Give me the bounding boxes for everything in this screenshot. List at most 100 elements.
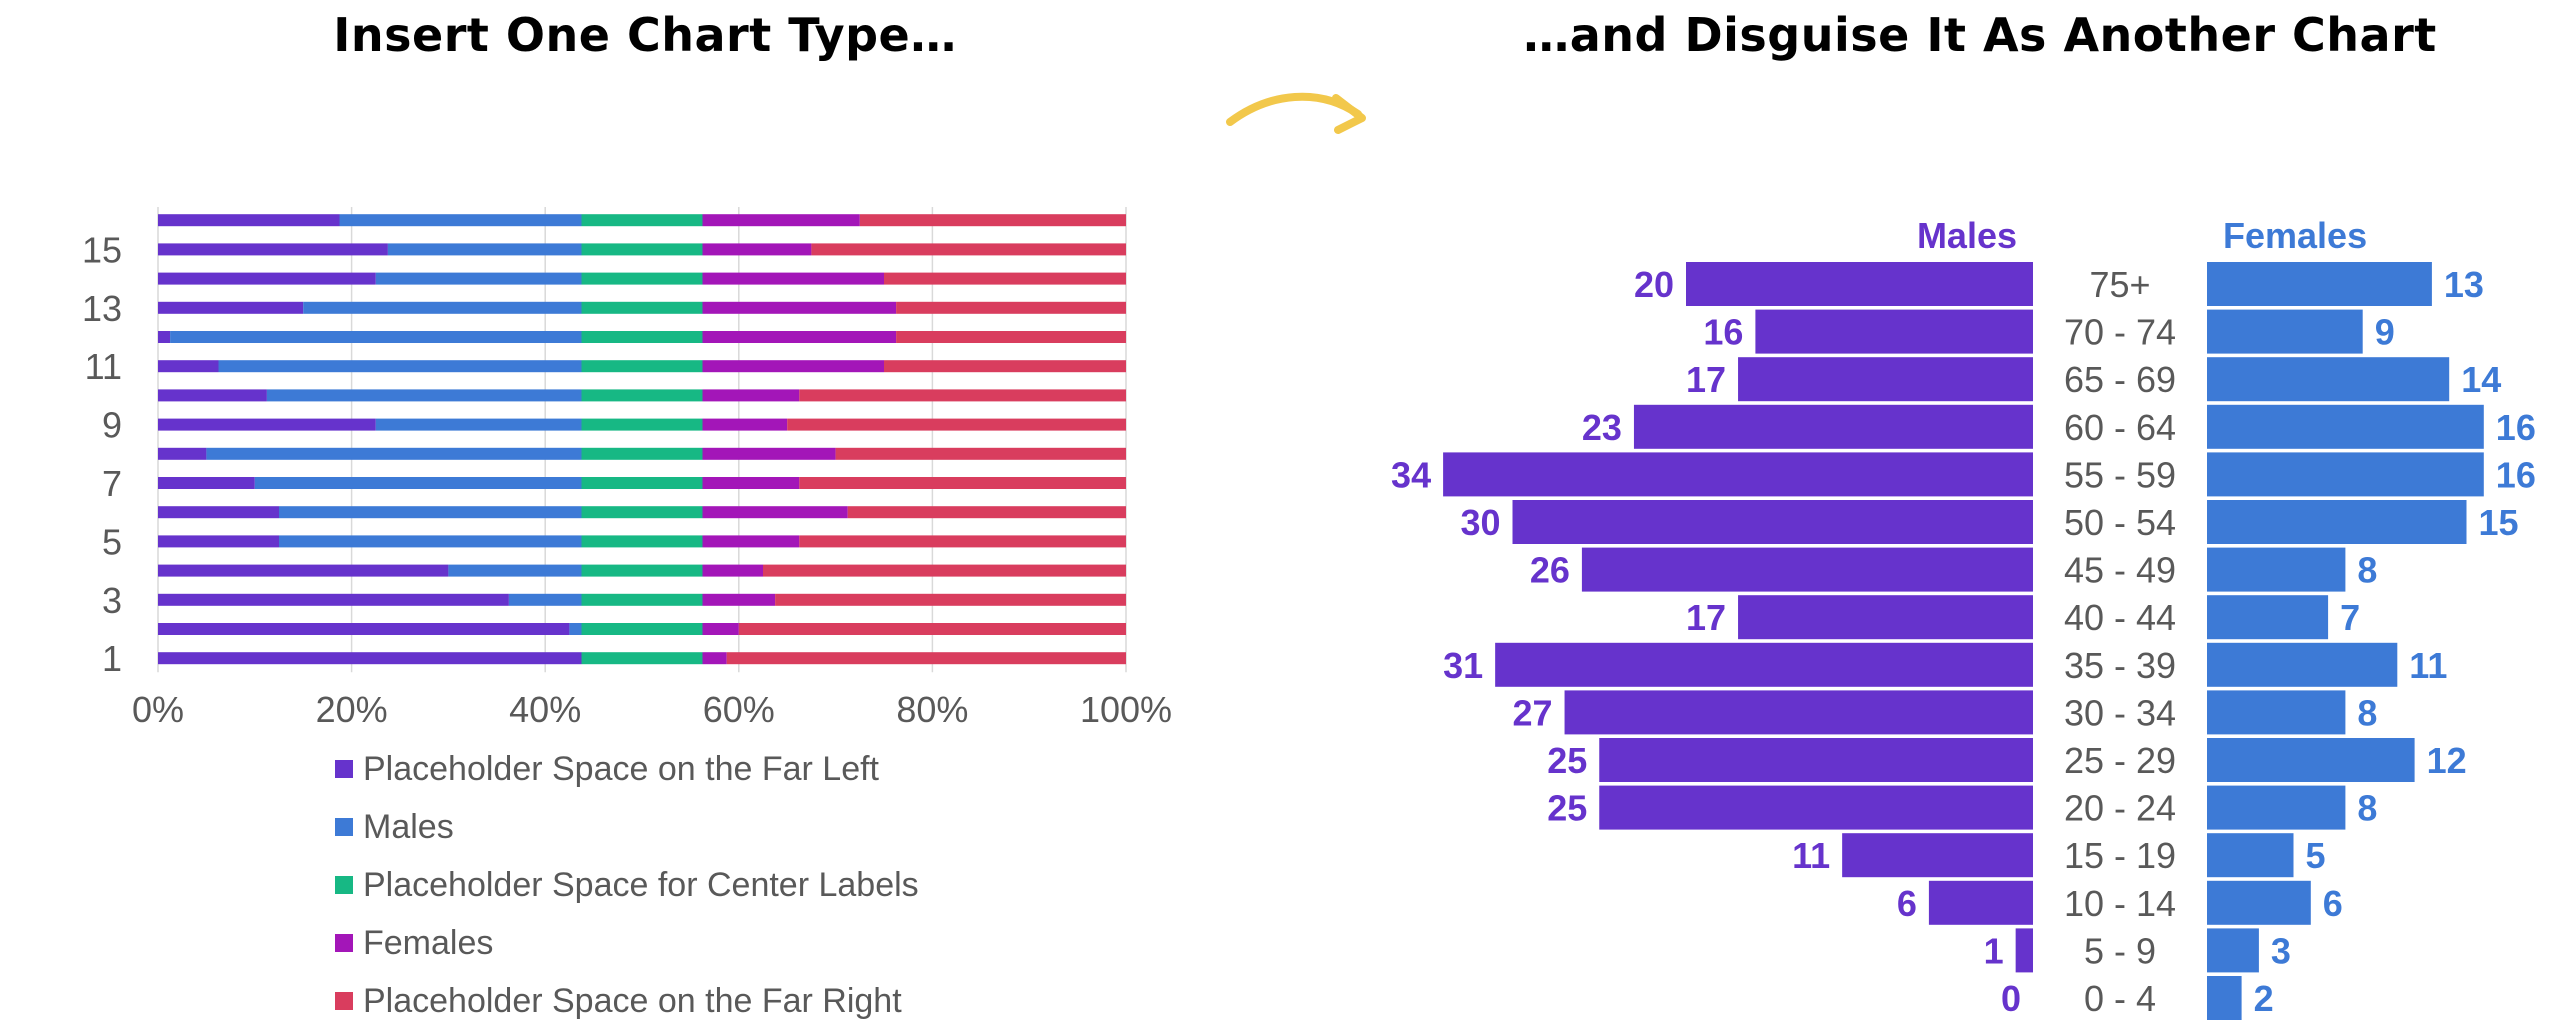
bar-segment — [702, 447, 836, 460]
bar-segment — [303, 301, 582, 314]
age-group-label: 25 - 29 — [2064, 740, 2176, 781]
age-group-label: 20 - 24 — [2064, 788, 2176, 829]
females-bar — [2207, 595, 2329, 640]
bar-segment — [279, 535, 582, 548]
bar-segment — [581, 593, 703, 606]
males-bar — [1564, 690, 2033, 735]
bar-segment — [726, 652, 1126, 665]
females-data-label: 14 — [2461, 359, 2501, 400]
males-data-label: 0 — [2001, 978, 2021, 1019]
bar-segment — [581, 506, 703, 519]
bar-segment — [581, 301, 703, 314]
bar-segment — [702, 652, 727, 665]
bar-segment — [158, 535, 279, 548]
males-data-label: 20 — [1634, 264, 1674, 305]
y-tick-label: 7 — [102, 463, 122, 504]
bar-segment — [799, 389, 1126, 402]
age-group-label: 55 - 59 — [2064, 454, 2176, 495]
x-tick-label: 20% — [316, 689, 388, 730]
bar-segment — [787, 418, 1126, 431]
females-bar — [2207, 452, 2484, 497]
age-group-label: 60 - 64 — [2064, 407, 2176, 448]
bar-segment — [702, 418, 788, 431]
males-bar — [2015, 928, 2033, 973]
legend-item: Females — [335, 914, 919, 972]
legend-label: Placeholder Space for Center Labels — [363, 865, 919, 904]
bar-segment — [508, 593, 582, 606]
females-data-label: 7 — [2340, 597, 2360, 638]
males-bar — [1599, 738, 2033, 782]
bar-segment — [158, 593, 509, 606]
age-group-label: 5 - 9 — [2084, 930, 2156, 971]
age-group-label: 50 - 54 — [2064, 502, 2176, 543]
males-data-label: 16 — [1703, 312, 1743, 353]
females-bar — [2207, 880, 2311, 925]
females-bar — [2207, 309, 2363, 354]
chart-legend: Placeholder Space on the Far Left Males Pl… — [335, 740, 919, 1030]
x-tick-label: 0% — [132, 689, 184, 730]
bar-segment — [896, 331, 1126, 343]
males-data-label: 6 — [1897, 883, 1917, 924]
males-data-label: 17 — [1686, 597, 1726, 638]
bar-segment — [158, 506, 279, 519]
females-bar — [2207, 404, 2484, 449]
females-bar — [2207, 642, 2398, 687]
x-tick-label: 60% — [703, 689, 775, 730]
age-group-label: 0 - 4 — [2084, 978, 2156, 1019]
y-tick-label: 3 — [102, 580, 122, 621]
age-group-label: 75+ — [2089, 264, 2150, 305]
bar-segment — [763, 564, 1126, 577]
males-bar — [1738, 357, 2033, 402]
females-data-label: 12 — [2427, 740, 2467, 781]
bar-segment — [206, 447, 582, 460]
males-data-label: 23 — [1582, 407, 1622, 448]
males-bar — [1512, 500, 2033, 544]
males-bar — [1755, 309, 2033, 354]
females-data-label: 5 — [2306, 835, 2326, 876]
males-bar — [1443, 452, 2033, 497]
males-data-label: 26 — [1530, 550, 1570, 591]
bar-segment — [581, 389, 703, 402]
males-bar — [1842, 833, 2033, 878]
females-data-label: 8 — [2357, 788, 2377, 829]
bar-segment — [581, 652, 703, 665]
bar-segment — [158, 331, 171, 343]
bar-segment — [702, 331, 897, 343]
y-tick-label: 15 — [82, 229, 122, 270]
bar-segment — [158, 360, 219, 373]
bar-segment — [702, 301, 897, 314]
bar-segment — [811, 243, 1126, 256]
bar-segment — [581, 360, 703, 373]
females-data-label: 11 — [2409, 645, 2447, 686]
females-data-label: 15 — [2479, 502, 2519, 543]
age-group-label: 35 - 39 — [2064, 645, 2176, 686]
legend-label: Males — [363, 807, 454, 846]
left-chart-title: Insert One Chart Type… — [333, 8, 957, 62]
females-data-label: 2 — [2254, 978, 2274, 1019]
bar-segment — [158, 564, 449, 577]
bar-segment — [581, 331, 703, 343]
females-bar — [2207, 928, 2259, 973]
males-bar — [1495, 642, 2033, 687]
bar-segment — [158, 243, 388, 256]
legend-swatch — [335, 992, 353, 1010]
legend-swatch — [335, 876, 353, 894]
bar-segment — [702, 506, 848, 519]
bar-segment — [387, 243, 582, 256]
bar-segment — [884, 360, 1126, 373]
bar-segment — [702, 360, 884, 373]
legend-label: Females — [363, 923, 494, 962]
bar-segment — [581, 564, 703, 577]
females-data-label: 8 — [2357, 692, 2377, 733]
males-data-label: 25 — [1547, 740, 1587, 781]
females-data-label: 8 — [2357, 550, 2377, 591]
bar-segment — [702, 272, 884, 285]
males-bar — [1599, 785, 2033, 830]
age-group-label: 10 - 14 — [2064, 883, 2176, 924]
bar-segment — [158, 623, 570, 635]
bar-segment — [702, 389, 800, 402]
y-tick-label: 9 — [102, 405, 122, 446]
males-data-label: 27 — [1513, 692, 1553, 733]
bar-segment — [835, 447, 1126, 460]
bar-segment — [375, 418, 582, 431]
